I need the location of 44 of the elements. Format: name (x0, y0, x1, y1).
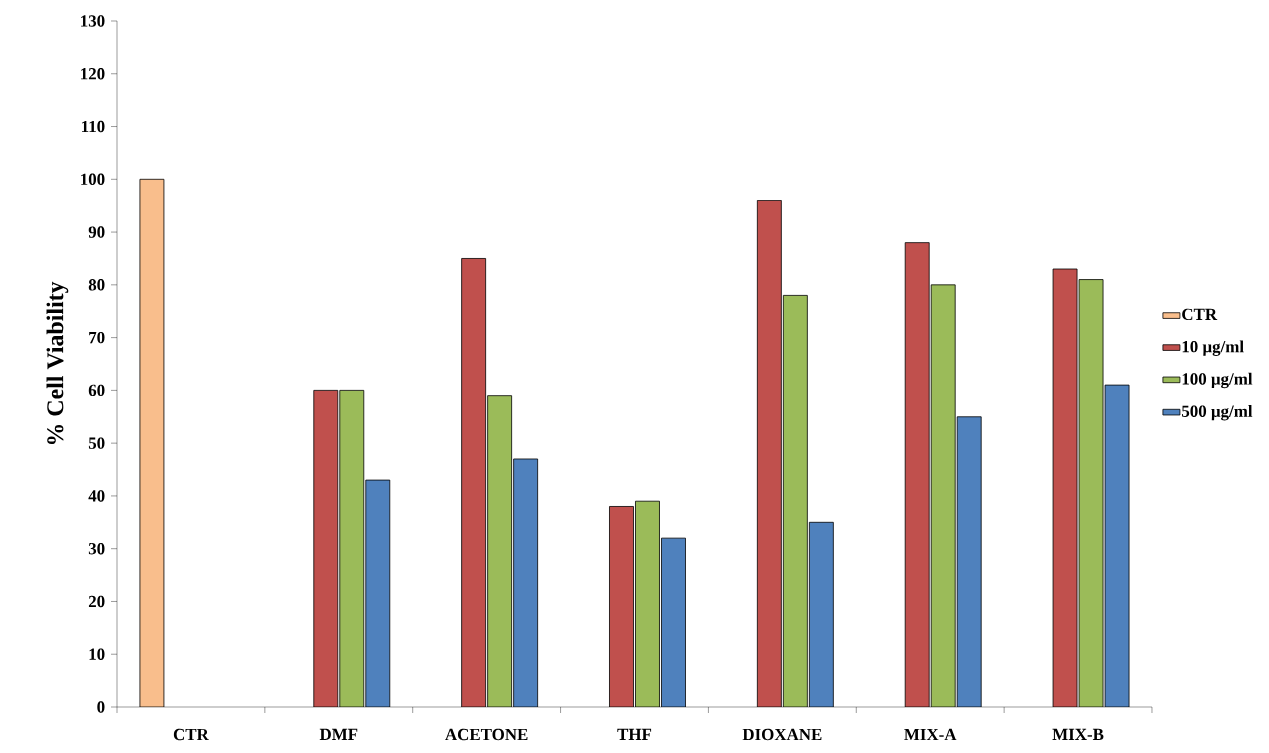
legend-label: 100 μg/ml (1182, 372, 1253, 389)
y-tick-label: 110 (82, 120, 105, 133)
y-tick-label: 60 (88, 384, 105, 397)
y-axis-title: % Cell Viability (46, 281, 69, 445)
y-tick-label: 100 (81, 173, 105, 186)
x-tick-label: DMF (319, 728, 358, 740)
bar (756, 200, 782, 707)
bar (956, 416, 982, 707)
legend-label: 500 μg/ml (1182, 405, 1253, 421)
y-tick-label: 0 (97, 701, 105, 713)
y-tick-label: 80 (88, 279, 105, 291)
y-tick-label: 20 (88, 595, 105, 608)
bar (461, 258, 487, 707)
bar (1078, 279, 1104, 707)
bar (365, 479, 391, 707)
legend-label: 10 μg/ml (1182, 340, 1244, 356)
bar (609, 506, 634, 707)
x-tick-label: DIOXANE (742, 728, 822, 741)
y-tick-label: 70 (89, 331, 105, 344)
legend-label: CTR (1182, 308, 1218, 321)
y-tick-label: 40 (88, 490, 105, 502)
bar (1052, 268, 1078, 707)
y-tick-label: 120 (81, 68, 105, 80)
bar (661, 537, 686, 707)
y-tick-label: 10 (89, 648, 105, 660)
bar (782, 294, 808, 707)
bar (513, 458, 539, 707)
x-tick-label: MIX-A (904, 728, 957, 741)
y-tick-label: 130 (81, 15, 105, 27)
bar (1104, 384, 1130, 707)
x-tick-label: CTR (173, 728, 209, 741)
y-tick-label: 50 (88, 437, 105, 449)
bar (339, 389, 365, 707)
bar (904, 242, 930, 707)
x-tick-label: MIX-B (1052, 728, 1104, 740)
bar (635, 500, 660, 707)
bar (313, 389, 339, 707)
x-tick-label: THF (617, 728, 652, 740)
bar (487, 395, 513, 707)
bar (930, 284, 956, 707)
bar (808, 521, 834, 707)
y-tick-label: 30 (88, 542, 105, 555)
y-tick-label: 90 (88, 226, 105, 238)
x-tick-label: ACETONE (445, 728, 528, 741)
